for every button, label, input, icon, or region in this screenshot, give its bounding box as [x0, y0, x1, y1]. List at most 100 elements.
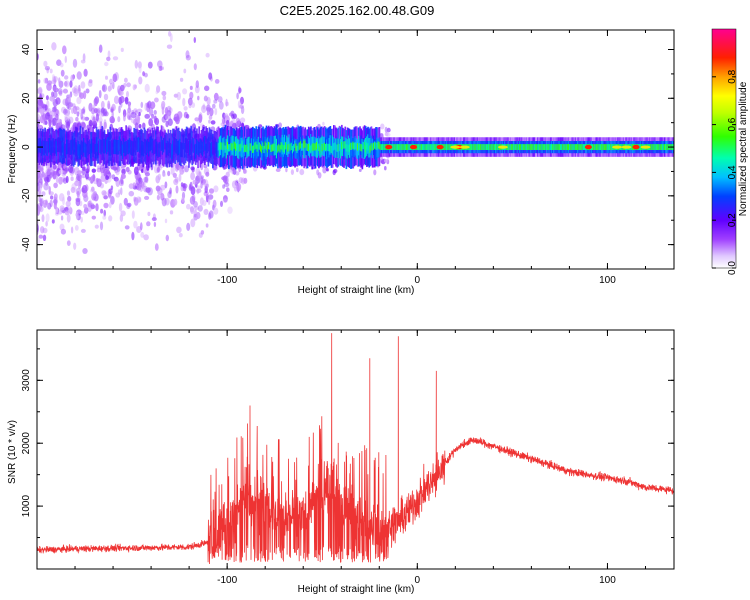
spectrogram-band-cell [320, 144, 323, 152]
spectrogram-noise-blob [70, 226, 74, 234]
spectrogram-band-cell [580, 144, 583, 150]
spectrogram-noise-blob [118, 105, 121, 114]
spectrogram-noise-blob [142, 71, 146, 77]
spectrogram-band-cell [101, 137, 104, 153]
spectrogram-noise-blob [51, 79, 57, 85]
spectrogram-noise-blob [73, 242, 77, 250]
spectrogram-band-cell [145, 140, 148, 155]
spectrogram-noise-blob [213, 185, 219, 193]
y-tick-label: 0 [21, 144, 32, 150]
snr-panel: -100 0 100 1000 2000 3000 Height of straight … [7, 329, 675, 595]
spectrogram-noise-blob [225, 119, 230, 129]
spectrogram-band-cell [482, 144, 485, 150]
spectrogram-band-cell [299, 141, 302, 149]
spectrogram-band-cell [291, 146, 294, 154]
spectrogram-noise-blob [45, 200, 48, 206]
spectrogram-band-cell [377, 141, 380, 149]
spectrogram-noise-blob [103, 209, 106, 217]
spectrogram-band-cell [592, 144, 594, 150]
spectrogram-band-cell [369, 145, 372, 153]
spectrogram-band-cell [149, 136, 151, 152]
spectrogram-noise-blob [61, 172, 66, 177]
spectrogram-band-cell [383, 144, 385, 150]
spectrogram-noise-blob [76, 190, 81, 198]
spectrogram-band-cell [252, 145, 254, 153]
spectrogram-band-cell [662, 144, 665, 150]
spectrogram-band-cell [571, 144, 574, 150]
x-tick-label: 100 [599, 575, 616, 586]
spectrogram-noise-blob [178, 173, 182, 182]
spectrogram-noise-blob [62, 177, 68, 184]
spectrogram-band-cell [306, 143, 309, 151]
spectrogram-band-cell [209, 143, 212, 158]
spectrogram-band-cell [350, 142, 352, 150]
spectrogram-band-cell [317, 141, 319, 149]
spectrogram-band-cell [445, 144, 448, 150]
spectrogram-band-cell [368, 143, 370, 151]
spectrogram-band-cell [565, 144, 568, 150]
spectrogram-noise-blob [195, 176, 200, 182]
spectrogram-band-cell [651, 144, 653, 150]
spectrogram-noise-blob [103, 121, 108, 130]
spectrogram-noise-blob [37, 237, 41, 245]
spectrogram-noise-blob [94, 96, 100, 104]
spectrogram-noise-blob [54, 109, 60, 118]
spectrogram-band-cell [131, 140, 133, 156]
spectrogram-band-cell [139, 138, 141, 153]
spectrogram-noise-blob [182, 183, 188, 189]
spectrogram-band-cell [124, 141, 126, 157]
spectrogram-noise-blob [236, 92, 239, 100]
spectrogram-noise-blob [115, 178, 120, 188]
spectrogram-noise-blob [43, 202, 49, 207]
spectrogram-noise-blob [326, 168, 330, 172]
spectrogram-band-cell [538, 144, 540, 150]
spectrogram-band-cell [469, 144, 472, 150]
spectrogram-band-cell [103, 139, 106, 154]
spectrogram-band-cell [213, 140, 215, 156]
spectrogram-band-cell [536, 144, 538, 150]
spectrogram-band-cell [202, 137, 205, 153]
spectrogram-band-cell [216, 142, 219, 157]
spectrogram-noise-blob [141, 168, 144, 173]
spectrogram-band-cell [493, 144, 496, 150]
spectrogram-noise-blob [37, 79, 41, 84]
spectrogram-noise-blob [100, 100, 105, 109]
spectrogram-band-cell [64, 143, 67, 159]
spectrogram-noise-blob [220, 122, 226, 127]
spectrogram-noise-blob [144, 195, 150, 200]
spectrogram-band-cell [171, 144, 173, 159]
spectrogram-band-cell [532, 144, 535, 150]
spectrogram-band-cell [236, 143, 238, 151]
spectrogram-noise-blob [200, 180, 203, 189]
spectrogram-noise-blob [143, 176, 148, 183]
spectrogram-band-cell [427, 144, 430, 150]
spectrogram-noise-blob [72, 105, 78, 115]
spectrogram-band-cell [424, 144, 426, 150]
spectrogram-noise-blob [40, 226, 45, 234]
spectrogram-noise-blob [100, 168, 104, 176]
spectrogram-noise-blob [85, 171, 89, 180]
spectrogram-band-cell [239, 144, 242, 152]
spectrogram-noise-blob [161, 106, 165, 115]
spectrogram-noise-blob [142, 122, 146, 129]
spectrogram-noise-blob [64, 209, 70, 216]
spectrogram-band-cell [406, 144, 408, 150]
spectrogram-band-cell [283, 134, 286, 155]
spectrogram-band-cell [108, 141, 110, 156]
spectrogram-noise-blob [109, 78, 113, 85]
spectrogram-band-cell [407, 144, 409, 150]
spectrogram-noise-blob [157, 60, 163, 68]
spectrogram-band-cell [370, 143, 373, 151]
spectrogram-band-cell [515, 144, 518, 150]
spectrogram-band-cell [652, 144, 655, 150]
spectrogram-noise-blob [83, 207, 89, 214]
spectrogram-band-cell [363, 142, 366, 150]
spectrogram-band-cell [222, 143, 224, 151]
spectrogram-band-cell [287, 144, 289, 152]
spectrogram-band-cell [110, 140, 113, 155]
spectrogram-noise-blob [37, 182, 40, 192]
spectrogram-band-cell [159, 142, 162, 157]
spectrogram-band-cell [266, 145, 269, 153]
spectrogram-noise-blob [202, 103, 206, 110]
